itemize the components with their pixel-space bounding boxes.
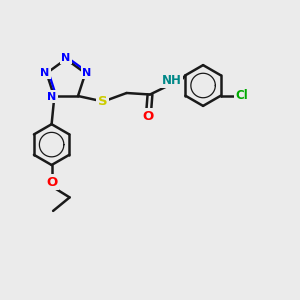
Text: O: O xyxy=(143,110,154,123)
Text: N: N xyxy=(47,92,56,102)
Text: NH: NH xyxy=(162,74,182,87)
Text: O: O xyxy=(46,176,57,189)
Text: N: N xyxy=(40,68,50,78)
Text: N: N xyxy=(61,52,70,63)
Text: N: N xyxy=(82,68,92,78)
Text: Cl: Cl xyxy=(236,89,248,102)
Text: S: S xyxy=(98,95,107,108)
